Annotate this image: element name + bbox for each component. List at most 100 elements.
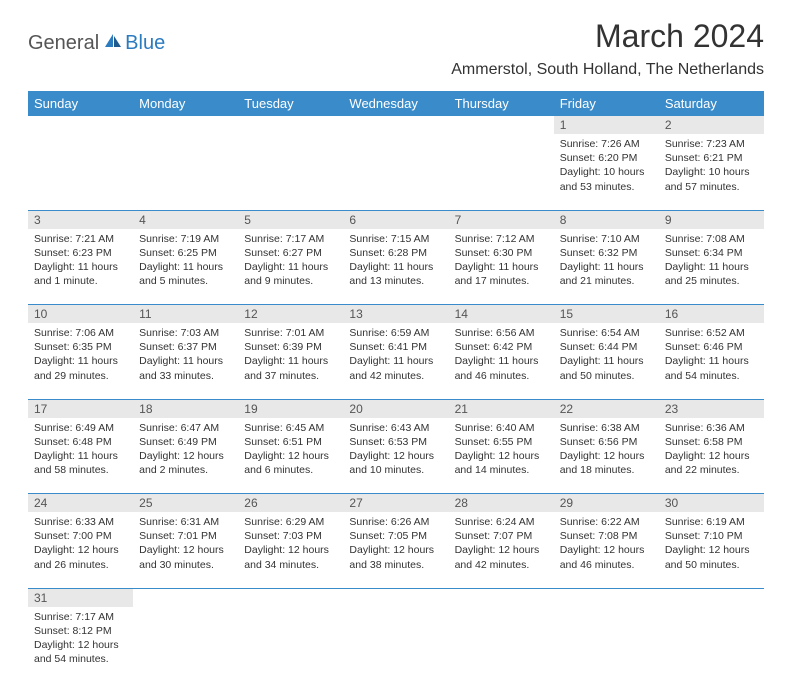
day-number-row: 24252627282930 [28, 494, 764, 513]
day-content-cell: Sunrise: 7:26 AMSunset: 6:20 PMDaylight:… [554, 134, 659, 210]
sun-info: Sunrise: 6:45 AMSunset: 6:51 PMDaylight:… [238, 418, 343, 482]
day-number-cell: 21 [449, 399, 554, 418]
day-content-cell: Sunrise: 6:40 AMSunset: 6:55 PMDaylight:… [449, 418, 554, 494]
sun-info: Sunrise: 6:24 AMSunset: 7:07 PMDaylight:… [449, 512, 554, 576]
day-content-cell: Sunrise: 6:59 AMSunset: 6:41 PMDaylight:… [343, 323, 448, 399]
day-number-cell: 6 [343, 210, 448, 229]
sun-info: Sunrise: 7:17 AMSunset: 8:12 PMDaylight:… [28, 607, 133, 671]
weekday-header: Sunday [28, 91, 133, 116]
sun-info: Sunrise: 6:52 AMSunset: 6:46 PMDaylight:… [659, 323, 764, 387]
day-content-cell: Sunrise: 7:08 AMSunset: 6:34 PMDaylight:… [659, 229, 764, 305]
day-number-cell: 18 [133, 399, 238, 418]
day-number-cell: 12 [238, 305, 343, 324]
sun-info: Sunrise: 7:10 AMSunset: 6:32 PMDaylight:… [554, 229, 659, 293]
day-content-cell: Sunrise: 6:47 AMSunset: 6:49 PMDaylight:… [133, 418, 238, 494]
day-content-cell [659, 607, 764, 683]
day-number-cell [449, 116, 554, 134]
sun-info: Sunrise: 7:06 AMSunset: 6:35 PMDaylight:… [28, 323, 133, 387]
day-number-cell: 29 [554, 494, 659, 513]
day-content-cell: Sunrise: 6:26 AMSunset: 7:05 PMDaylight:… [343, 512, 448, 588]
day-content-cell [449, 134, 554, 210]
day-content-cell: Sunrise: 6:56 AMSunset: 6:42 PMDaylight:… [449, 323, 554, 399]
sun-info: Sunrise: 7:08 AMSunset: 6:34 PMDaylight:… [659, 229, 764, 293]
day-content-cell: Sunrise: 6:38 AMSunset: 6:56 PMDaylight:… [554, 418, 659, 494]
day-content-cell: Sunrise: 6:19 AMSunset: 7:10 PMDaylight:… [659, 512, 764, 588]
day-content-row: Sunrise: 7:17 AMSunset: 8:12 PMDaylight:… [28, 607, 764, 683]
day-number-cell [133, 588, 238, 607]
day-content-cell: Sunrise: 7:15 AMSunset: 6:28 PMDaylight:… [343, 229, 448, 305]
day-content-cell [238, 134, 343, 210]
day-content-cell [133, 134, 238, 210]
sun-info: Sunrise: 6:36 AMSunset: 6:58 PMDaylight:… [659, 418, 764, 482]
sun-info: Sunrise: 6:31 AMSunset: 7:01 PMDaylight:… [133, 512, 238, 576]
day-number-cell: 15 [554, 305, 659, 324]
day-number-row: 12 [28, 116, 764, 134]
day-content-cell [28, 134, 133, 210]
day-number-cell: 20 [343, 399, 448, 418]
day-content-cell: Sunrise: 6:49 AMSunset: 6:48 PMDaylight:… [28, 418, 133, 494]
day-content-cell: Sunrise: 7:06 AMSunset: 6:35 PMDaylight:… [28, 323, 133, 399]
title-block: March 2024 Ammerstol, South Holland, The… [451, 18, 764, 87]
sun-info: Sunrise: 7:01 AMSunset: 6:39 PMDaylight:… [238, 323, 343, 387]
sun-info: Sunrise: 6:19 AMSunset: 7:10 PMDaylight:… [659, 512, 764, 576]
day-number-cell: 7 [449, 210, 554, 229]
day-content-cell [449, 607, 554, 683]
day-number-cell [28, 116, 133, 134]
day-content-cell [343, 134, 448, 210]
sail-icon [103, 32, 123, 55]
sun-info: Sunrise: 7:19 AMSunset: 6:25 PMDaylight:… [133, 229, 238, 293]
day-number-cell [449, 588, 554, 607]
sun-info: Sunrise: 7:17 AMSunset: 6:27 PMDaylight:… [238, 229, 343, 293]
day-number-cell: 11 [133, 305, 238, 324]
sun-info: Sunrise: 7:23 AMSunset: 6:21 PMDaylight:… [659, 134, 764, 198]
day-content-cell: Sunrise: 7:12 AMSunset: 6:30 PMDaylight:… [449, 229, 554, 305]
day-number-cell: 24 [28, 494, 133, 513]
day-content-cell: Sunrise: 7:01 AMSunset: 6:39 PMDaylight:… [238, 323, 343, 399]
day-number-cell: 22 [554, 399, 659, 418]
sun-info: Sunrise: 6:49 AMSunset: 6:48 PMDaylight:… [28, 418, 133, 482]
day-number-cell: 16 [659, 305, 764, 324]
weekday-header: Friday [554, 91, 659, 116]
day-content-cell [343, 607, 448, 683]
sun-info: Sunrise: 6:54 AMSunset: 6:44 PMDaylight:… [554, 323, 659, 387]
day-number-cell [343, 116, 448, 134]
day-number-cell: 17 [28, 399, 133, 418]
day-number-cell: 27 [343, 494, 448, 513]
day-number-cell: 28 [449, 494, 554, 513]
location: Ammerstol, South Holland, The Netherland… [451, 61, 764, 79]
day-number-cell [659, 588, 764, 607]
day-content-cell: Sunrise: 7:21 AMSunset: 6:23 PMDaylight:… [28, 229, 133, 305]
weekday-header: Tuesday [238, 91, 343, 116]
day-number-cell: 23 [659, 399, 764, 418]
day-number-cell [554, 588, 659, 607]
sun-info: Sunrise: 6:26 AMSunset: 7:05 PMDaylight:… [343, 512, 448, 576]
day-number-cell: 14 [449, 305, 554, 324]
day-number-row: 3456789 [28, 210, 764, 229]
day-content-cell: Sunrise: 7:23 AMSunset: 6:21 PMDaylight:… [659, 134, 764, 210]
day-content-cell: Sunrise: 6:36 AMSunset: 6:58 PMDaylight:… [659, 418, 764, 494]
day-content-cell [133, 607, 238, 683]
day-number-cell: 25 [133, 494, 238, 513]
weekday-header: Monday [133, 91, 238, 116]
day-content-cell: Sunrise: 6:54 AMSunset: 6:44 PMDaylight:… [554, 323, 659, 399]
sun-info: Sunrise: 6:47 AMSunset: 6:49 PMDaylight:… [133, 418, 238, 482]
day-content-row: Sunrise: 7:06 AMSunset: 6:35 PMDaylight:… [28, 323, 764, 399]
logo-text-general: General [28, 32, 99, 55]
day-number-cell: 13 [343, 305, 448, 324]
day-number-cell [238, 588, 343, 607]
day-number-row: 17181920212223 [28, 399, 764, 418]
day-content-cell: Sunrise: 7:19 AMSunset: 6:25 PMDaylight:… [133, 229, 238, 305]
day-number-cell: 1 [554, 116, 659, 134]
day-content-cell: Sunrise: 6:22 AMSunset: 7:08 PMDaylight:… [554, 512, 659, 588]
day-content-cell: Sunrise: 7:17 AMSunset: 6:27 PMDaylight:… [238, 229, 343, 305]
day-content-cell: Sunrise: 6:29 AMSunset: 7:03 PMDaylight:… [238, 512, 343, 588]
sun-info: Sunrise: 7:15 AMSunset: 6:28 PMDaylight:… [343, 229, 448, 293]
sun-info: Sunrise: 6:40 AMSunset: 6:55 PMDaylight:… [449, 418, 554, 482]
sun-info: Sunrise: 7:03 AMSunset: 6:37 PMDaylight:… [133, 323, 238, 387]
day-content-cell: Sunrise: 6:52 AMSunset: 6:46 PMDaylight:… [659, 323, 764, 399]
weekday-header: Thursday [449, 91, 554, 116]
day-number-cell: 5 [238, 210, 343, 229]
day-number-cell: 30 [659, 494, 764, 513]
sun-info: Sunrise: 7:12 AMSunset: 6:30 PMDaylight:… [449, 229, 554, 293]
weekday-header-row: SundayMondayTuesdayWednesdayThursdayFrid… [28, 91, 764, 116]
